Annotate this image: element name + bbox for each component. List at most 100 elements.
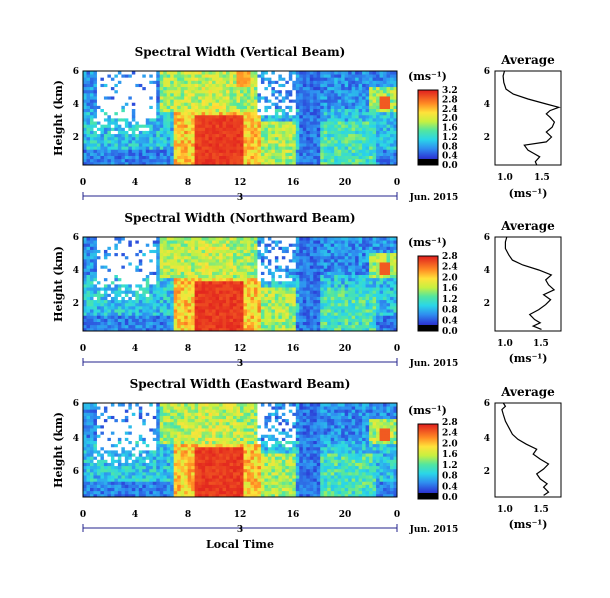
heatmap-cell xyxy=(135,77,140,81)
heatmap-cell xyxy=(103,255,108,260)
heatmap-cell xyxy=(226,161,230,166)
heatmap-cell xyxy=(93,133,98,138)
heatmap-cell xyxy=(152,146,157,150)
heatmap-cell xyxy=(110,312,115,316)
heatmap-cell xyxy=(201,249,206,254)
heatmap-cell xyxy=(159,124,164,128)
heatmap-cell xyxy=(173,274,178,279)
heatmap-cell xyxy=(222,102,227,106)
heatmap-cell xyxy=(278,268,283,272)
heatmap-cell xyxy=(320,158,325,163)
heatmap-cell xyxy=(163,318,168,322)
heatmap-cell xyxy=(177,274,182,279)
heatmap-cell xyxy=(327,277,332,282)
x-tick-label: 20 xyxy=(339,178,352,188)
heatmap-cell xyxy=(96,71,101,75)
heatmap-cell xyxy=(292,155,297,160)
heatmap-cell xyxy=(285,302,290,307)
heatmap-cell xyxy=(180,114,185,119)
heatmap-cell xyxy=(219,290,223,294)
heatmap-cell xyxy=(156,127,161,131)
heatmap-cell xyxy=(320,327,325,332)
heatmap-cell xyxy=(166,139,171,144)
heatmap-cell xyxy=(86,80,91,84)
heatmap-cell xyxy=(149,252,154,257)
heatmap-cell xyxy=(281,83,286,88)
heatmap-cell xyxy=(299,277,304,282)
heatmap-cell xyxy=(86,146,91,150)
heatmap-cell xyxy=(316,287,321,291)
heatmap-cell xyxy=(313,299,318,304)
heatmap-cell xyxy=(107,237,112,241)
heatmap-cell xyxy=(240,268,244,272)
heatmap-cell xyxy=(96,321,101,326)
panel-vertical: Spectral Width (Vertical Beam) 6 4 2 Hei… xyxy=(52,45,562,203)
heatmap-cell xyxy=(386,114,391,119)
heatmap-cell xyxy=(145,293,150,297)
heatmap-cell xyxy=(341,99,346,103)
heatmap-cell xyxy=(390,133,394,138)
heatmap-cell xyxy=(274,161,279,166)
heatmap-cell xyxy=(264,287,269,291)
heatmap-cell xyxy=(180,136,185,141)
heatmap-cell xyxy=(292,124,297,128)
heatmap-cell xyxy=(379,121,384,125)
heatmap-cell xyxy=(369,102,373,106)
heatmap-cell xyxy=(219,71,223,75)
heatmap-cell xyxy=(215,277,220,282)
heatmap-cell xyxy=(93,143,98,147)
heatmap-cell xyxy=(135,309,140,313)
heatmap-cell xyxy=(299,86,304,91)
heatmap-cell xyxy=(302,318,307,322)
heatmap-cell xyxy=(173,152,178,156)
heatmap-cell xyxy=(83,108,87,113)
heatmap-cell xyxy=(96,136,101,141)
heatmap-cell xyxy=(110,293,115,297)
heatmap-cell xyxy=(135,80,140,84)
heatmap-cell xyxy=(302,277,307,282)
heatmap-cell xyxy=(278,133,283,138)
heatmap-cell xyxy=(166,111,171,116)
heatmap-cell xyxy=(306,262,311,266)
heatmap-cell xyxy=(103,124,108,128)
heatmap-cell xyxy=(124,287,129,291)
heatmap-cell xyxy=(124,83,129,88)
heatmap-cell xyxy=(205,312,209,316)
heatmap-cell xyxy=(376,161,380,166)
heatmap-cell xyxy=(306,315,311,319)
heatmap-cell xyxy=(334,249,339,254)
heatmap-cell xyxy=(191,305,196,310)
heatmap-cell xyxy=(163,161,168,166)
heatmap-cell xyxy=(173,71,178,75)
heatmap-cell xyxy=(309,255,314,260)
heatmap-cell xyxy=(103,102,108,106)
heatmap-cell xyxy=(187,299,192,304)
heatmap-cell xyxy=(124,299,129,304)
heatmap-cell xyxy=(341,86,346,91)
heatmap-cell xyxy=(177,108,182,113)
heatmap-cell xyxy=(135,130,140,135)
heatmap-cell xyxy=(86,71,91,75)
heatmap-cell xyxy=(264,133,269,138)
colorbar-ticks: 0.00.40.81.21.62.02.42.83.2 xyxy=(442,86,458,171)
heatmap-cell xyxy=(187,89,192,94)
heatmap-cell xyxy=(170,77,175,81)
heatmap-cell xyxy=(327,105,332,109)
heatmap-cell xyxy=(212,265,216,269)
heatmap-cell xyxy=(226,139,230,144)
heatmap-cell xyxy=(271,327,276,332)
heatmap-cell xyxy=(142,258,147,263)
heatmap-cell xyxy=(177,255,182,260)
heatmap-cell xyxy=(166,136,171,141)
heatmap-cell xyxy=(372,158,377,163)
heatmap-cell xyxy=(246,152,251,156)
heatmap-cell xyxy=(323,271,328,275)
heatmap-cell xyxy=(250,139,255,144)
heatmap-cell xyxy=(156,143,161,147)
heatmap-cell xyxy=(142,324,147,329)
heatmap-cell xyxy=(253,127,258,131)
heatmap-cell xyxy=(246,258,251,263)
heatmap-cell xyxy=(250,277,255,282)
heatmap-cell xyxy=(145,86,150,91)
heatmap-cell xyxy=(253,136,258,141)
